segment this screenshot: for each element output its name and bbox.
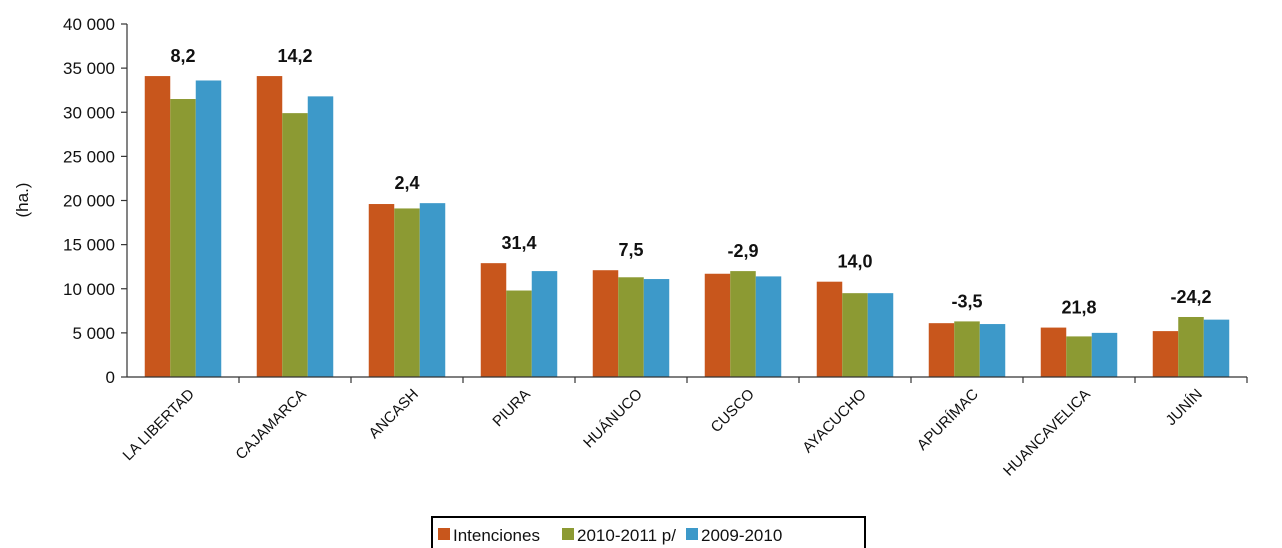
annotation-label: 7,5	[618, 240, 643, 260]
bar	[1178, 316, 1204, 377]
bar	[979, 324, 1006, 377]
bar	[368, 204, 395, 377]
annotation-label: 2,4	[394, 173, 419, 193]
bar	[144, 76, 171, 377]
annotation-label: -2,9	[727, 241, 758, 261]
bar	[643, 279, 670, 377]
annotations-group: 8,2 14,2 2,4 31,4 7,5 -2,9 14,0 -3,5 21,8 -24,2	[170, 46, 1211, 318]
y-tick-label: 15 000	[63, 236, 115, 255]
bar	[1066, 336, 1092, 377]
y-tick-label: 0	[106, 368, 115, 387]
bar	[1152, 331, 1179, 377]
bar	[480, 263, 507, 377]
y-tick-label: 35 000	[63, 59, 115, 78]
bar	[592, 270, 619, 377]
legend-label: 2009-2010	[701, 526, 782, 545]
annotation-label: -3,5	[951, 291, 982, 311]
bar	[394, 208, 420, 377]
bar	[928, 323, 955, 377]
bar	[1040, 327, 1067, 377]
x-tick-label: PIURA	[489, 386, 533, 430]
legend-swatch	[438, 528, 450, 540]
annotation-label: 14,2	[277, 46, 312, 66]
annotation-label: 21,8	[1061, 298, 1096, 318]
bar	[704, 273, 731, 377]
x-axis: LA LIBERTAD CAJAMARCA ANCASH PIURA HUÁNUCO CU…	[120, 377, 1248, 480]
bar	[755, 276, 782, 377]
x-tick-label: LA LIBERTAD	[120, 386, 198, 464]
bar	[419, 203, 446, 377]
bar	[954, 321, 980, 377]
x-tick-label: AYACUCHO	[799, 386, 870, 457]
y-tick-label: 25 000	[63, 147, 115, 166]
bar	[170, 99, 196, 377]
legend-box	[431, 516, 866, 548]
bar	[256, 76, 283, 377]
annotation-label: 31,4	[501, 233, 536, 253]
y-tick-label: 20 000	[63, 192, 115, 211]
bar	[618, 277, 644, 377]
y-axis-title: (ha.)	[13, 183, 32, 218]
bar	[1091, 332, 1118, 377]
bar	[282, 113, 308, 377]
y-tick-label: 30 000	[63, 103, 115, 122]
legend-swatch	[562, 528, 574, 540]
bar	[730, 271, 756, 377]
legend: Intenciones 2010-2011 p/2009-2010	[431, 516, 866, 548]
legend-label: Intenciones	[453, 526, 540, 545]
legend-label: 2010-2011 p/	[577, 526, 676, 545]
x-tick-label: CUSCO	[708, 386, 758, 436]
x-tick-label: JUNÍN	[1163, 386, 1206, 429]
bar	[1203, 319, 1230, 377]
y-tick-label: 5 000	[72, 324, 115, 343]
bar	[531, 271, 558, 377]
x-tick-label: HUANCAVELICA	[1000, 386, 1094, 480]
bars-group	[144, 76, 1230, 378]
bar	[816, 281, 843, 377]
annotation-label: 14,0	[837, 252, 872, 272]
bar	[307, 96, 334, 378]
bar	[867, 293, 894, 377]
x-tick-label: HUÁNUCO	[580, 386, 646, 452]
bar	[506, 290, 532, 377]
x-tick-label: ANCASH	[366, 386, 422, 442]
y-tick-label: 10 000	[63, 280, 115, 299]
x-tick-label: APURÍMAC	[914, 386, 982, 454]
annotation-label: -24,2	[1170, 287, 1211, 307]
y-tick-label: 40 000	[63, 15, 115, 34]
y-axis: 0 5 000 10 000 15 000 20 000 25 000 30 000 35 0…	[63, 15, 127, 387]
legend-swatch	[686, 528, 698, 540]
annotation-label: 8,2	[170, 46, 195, 66]
x-tick-label: CAJAMARCA	[232, 386, 309, 463]
bar	[195, 80, 222, 377]
bar	[842, 293, 868, 377]
